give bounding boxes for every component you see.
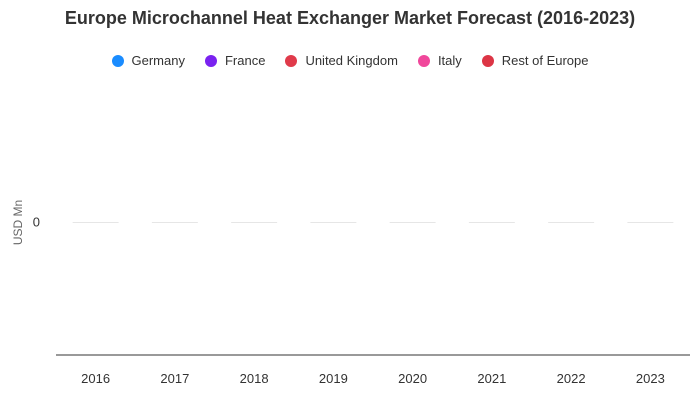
legend-label-united-kingdom: United Kingdom xyxy=(305,53,398,68)
legend-swatch-italy xyxy=(417,54,430,67)
legend-swatch-united-kingdom xyxy=(285,54,298,67)
y-tick-labels: 0 xyxy=(33,215,40,230)
legend-swatch-france xyxy=(204,54,217,67)
x-tick-label-2017: 2017 xyxy=(160,371,189,386)
legend-item-united-kingdom[interactable]: United Kingdom xyxy=(285,53,398,68)
x-tick-label-2016: 2016 xyxy=(81,371,110,386)
y-axis-title: USD Mn xyxy=(11,200,25,245)
x-tick-label-2023: 2023 xyxy=(636,371,665,386)
legend-item-germany[interactable]: Germany xyxy=(111,53,185,68)
legend-label-germany: Germany xyxy=(131,53,185,68)
legend-swatch-rest-of-europe xyxy=(481,54,494,67)
legend-swatch-germany xyxy=(111,54,124,67)
legend-item-rest-of-europe[interactable]: Rest of Europe xyxy=(481,53,589,68)
x-tick-label-2021: 2021 xyxy=(477,371,506,386)
legend-label-italy: Italy xyxy=(437,53,462,68)
x-tick-label-2020: 2020 xyxy=(398,371,427,386)
y-tick-label-0: 0 xyxy=(33,215,40,230)
chart-title: Europe Microchannel Heat Exchanger Marke… xyxy=(64,8,636,28)
x-tick-label-2019: 2019 xyxy=(319,371,348,386)
legend-label-rest-of-europe: Rest of Europe xyxy=(501,53,589,68)
x-tick-labels: 2016 2017 2018 2019 2020 2021 2022 2023 xyxy=(81,371,665,386)
legend-item-italy[interactable]: Italy xyxy=(417,53,462,68)
legend-label-france: France xyxy=(224,53,266,68)
legend: Germany France United Kingdom Italy Rest… xyxy=(0,53,700,68)
x-tick-label-2018: 2018 xyxy=(240,371,269,386)
x-tick-label-2022: 2022 xyxy=(557,371,586,386)
legend-item-france[interactable]: France xyxy=(204,53,266,68)
